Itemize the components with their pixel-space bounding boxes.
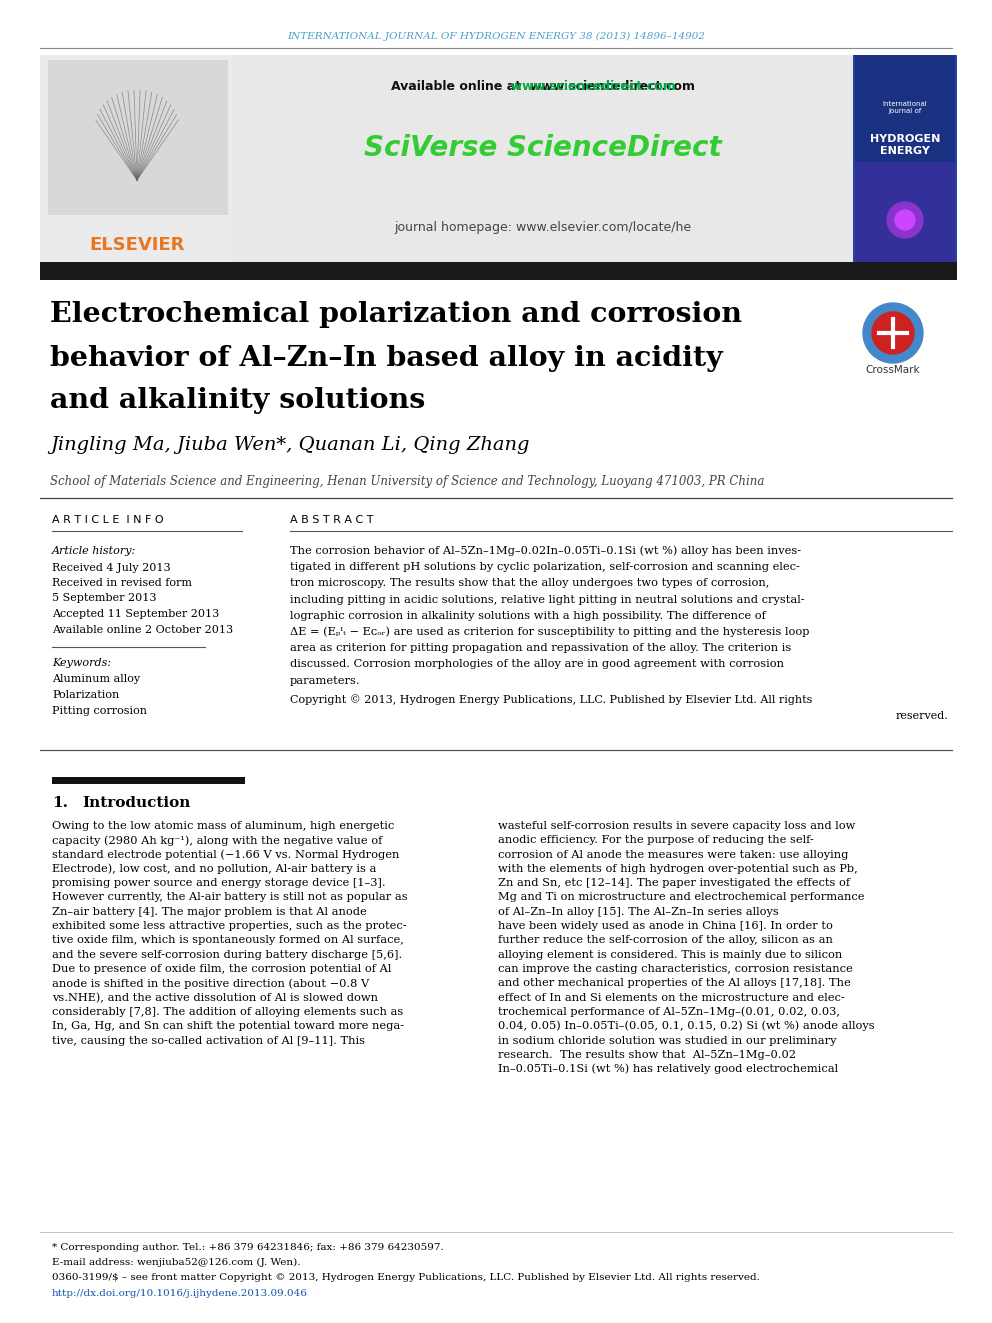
Bar: [855, 56, 955, 262]
Text: journal homepage: www.elsevier.com/locate/he: journal homepage: www.elsevier.com/locat…: [395, 221, 691, 234]
Text: and the severe self-corrosion during battery discharge [5,6].: and the severe self-corrosion during bat…: [52, 950, 402, 959]
Text: considerably [7,8]. The addition of alloying elements such as: considerably [7,8]. The addition of allo…: [52, 1007, 404, 1017]
Bar: [40, 262, 957, 280]
Text: parameters.: parameters.: [290, 676, 361, 685]
Text: In, Ga, Hg, and Sn can shift the potential toward more nega-: In, Ga, Hg, and Sn can shift the potenti…: [52, 1021, 404, 1031]
Text: in sodium chloride solution was studied in our preliminary: in sodium chloride solution was studied …: [498, 1036, 836, 1045]
Text: effect of In and Si elements on the microstructure and elec-: effect of In and Si elements on the micr…: [498, 992, 845, 1003]
Text: SciVerse ScienceDirect: SciVerse ScienceDirect: [364, 134, 722, 161]
Text: http://dx.doi.org/10.1016/j.ijhydene.2013.09.046: http://dx.doi.org/10.1016/j.ijhydene.201…: [52, 1289, 308, 1298]
Text: have been widely used as anode in China [16]. In order to: have been widely used as anode in China …: [498, 921, 833, 931]
Text: E-mail address: wenjiuba52@126.com (J. Wen).: E-mail address: wenjiuba52@126.com (J. W…: [52, 1257, 301, 1266]
Text: Introduction: Introduction: [82, 796, 190, 810]
Bar: [853, 56, 957, 262]
Text: Electrochemical polarization and corrosion: Electrochemical polarization and corrosi…: [50, 302, 742, 328]
Text: and alkalinity solutions: and alkalinity solutions: [50, 386, 426, 414]
Text: Pitting corrosion: Pitting corrosion: [52, 706, 147, 716]
Text: Polarization: Polarization: [52, 691, 119, 700]
Text: anodic efficiency. For the purpose of reducing the self-: anodic efficiency. For the purpose of re…: [498, 835, 813, 845]
Text: Available online 2 October 2013: Available online 2 October 2013: [52, 624, 233, 635]
Text: of Al–Zn–In alloy [15]. The Al–Zn–In series alloys: of Al–Zn–In alloy [15]. The Al–Zn–In ser…: [498, 906, 779, 917]
Text: wasteful self-corrosion results in severe capacity loss and low: wasteful self-corrosion results in sever…: [498, 822, 855, 831]
Text: 5 September 2013: 5 September 2013: [52, 593, 157, 603]
Circle shape: [872, 312, 914, 355]
Text: Available online at  www.sciencedirect.com: Available online at www.sciencedirect.co…: [391, 79, 695, 93]
Text: Electrode), low cost, and no pollution, Al-air battery is a: Electrode), low cost, and no pollution, …: [52, 864, 376, 875]
Text: * Corresponding author. Tel.: +86 379 64231846; fax: +86 379 64230597.: * Corresponding author. Tel.: +86 379 64…: [52, 1242, 443, 1252]
Text: can improve the casting characteristics, corrosion resistance: can improve the casting characteristics,…: [498, 964, 853, 974]
Text: reserved.: reserved.: [895, 710, 948, 721]
Text: capacity (2980 Ah kg⁻¹), along with the negative value of: capacity (2980 Ah kg⁻¹), along with the …: [52, 835, 382, 845]
Text: including pitting in acidic solutions, relative light pitting in neutral solutio: including pitting in acidic solutions, r…: [290, 594, 805, 605]
Text: vs.NHE), and the active dissolution of Al is slowed down: vs.NHE), and the active dissolution of A…: [52, 992, 378, 1003]
Text: However currently, the Al-air battery is still not as popular as: However currently, the Al-air battery is…: [52, 893, 408, 902]
Text: Article history:: Article history:: [52, 546, 136, 556]
Text: Jingling Ma, Jiuba Wen*, Quanan Li, Qing Zhang: Jingling Ma, Jiuba Wen*, Quanan Li, Qing…: [50, 437, 530, 454]
Bar: [233, 56, 853, 262]
Text: Owing to the low atomic mass of aluminum, high energetic: Owing to the low atomic mass of aluminum…: [52, 822, 394, 831]
Text: INTERNATIONAL JOURNAL OF HYDROGEN ENERGY 38 (2013) 14896–14902: INTERNATIONAL JOURNAL OF HYDROGEN ENERGY…: [287, 32, 705, 41]
Text: Mg and Ti on microstructure and electrochemical performance: Mg and Ti on microstructure and electroc…: [498, 893, 864, 902]
Text: Copyright © 2013, Hydrogen Energy Publications, LLC. Published by Elsevier Ltd. : Copyright © 2013, Hydrogen Energy Public…: [290, 695, 812, 705]
Text: tron microscopy. The results show that the alloy undergoes two types of corrosio: tron microscopy. The results show that t…: [290, 578, 770, 589]
Bar: [855, 161, 955, 262]
Text: alloying element is considered. This is mainly due to silicon: alloying element is considered. This is …: [498, 950, 842, 959]
Text: CrossMark: CrossMark: [866, 365, 921, 374]
Text: International
Journal of: International Journal of: [883, 102, 928, 115]
Text: tigated in different pH solutions by cyclic polarization, self-corrosion and sca: tigated in different pH solutions by cyc…: [290, 562, 800, 573]
Text: A B S T R A C T: A B S T R A C T: [290, 515, 374, 525]
Text: Received 4 July 2013: Received 4 July 2013: [52, 564, 171, 573]
Text: with the elements of high hydrogen over-potential such as Pb,: with the elements of high hydrogen over-…: [498, 864, 858, 875]
Text: research.  The results show that  Al–5Zn–1Mg–0.02: research. The results show that Al–5Zn–1…: [498, 1049, 796, 1060]
Bar: [40, 56, 233, 262]
Text: ELSEVIER: ELSEVIER: [89, 235, 185, 254]
Text: trochemical performance of Al–5Zn–1Mg–(0.01, 0.02, 0.03,: trochemical performance of Al–5Zn–1Mg–(0…: [498, 1007, 840, 1017]
Bar: [52, 777, 245, 785]
Bar: [48, 60, 228, 216]
Text: School of Materials Science and Engineering, Henan University of Science and Tec: School of Materials Science and Engineer…: [50, 475, 765, 488]
Text: discussed. Corrosion morphologies of the alloy are in good agreement with corros: discussed. Corrosion morphologies of the…: [290, 659, 784, 669]
Text: Due to presence of oxide film, the corrosion potential of Al: Due to presence of oxide film, the corro…: [52, 964, 392, 974]
Text: Received in revised form: Received in revised form: [52, 578, 192, 587]
Text: Keywords:: Keywords:: [52, 658, 111, 668]
Text: Zn and Sn, etc [12–14]. The paper investigated the effects of: Zn and Sn, etc [12–14]. The paper invest…: [498, 878, 850, 888]
Text: further reduce the self-corrosion of the alloy, silicon as an: further reduce the self-corrosion of the…: [498, 935, 833, 946]
Text: anode is shifted in the positive direction (about −0.8 V: anode is shifted in the positive directi…: [52, 978, 369, 988]
Text: tive, causing the so-called activation of Al [9–11]. This: tive, causing the so-called activation o…: [52, 1036, 365, 1045]
Circle shape: [887, 202, 923, 238]
Text: 0360-3199/$ – see front matter Copyright © 2013, Hydrogen Energy Publications, L: 0360-3199/$ – see front matter Copyright…: [52, 1273, 760, 1282]
Text: HYDROGEN
ENERGY: HYDROGEN ENERGY: [870, 134, 940, 156]
Text: area as criterion for pitting propagation and repassivation of the alloy. The cr: area as criterion for pitting propagatio…: [290, 643, 792, 654]
Text: and other mechanical properties of the Al alloys [17,18]. The: and other mechanical properties of the A…: [498, 978, 851, 988]
Text: tive oxide film, which is spontaneously formed on Al surface,: tive oxide film, which is spontaneously …: [52, 935, 404, 946]
Circle shape: [863, 303, 923, 363]
Text: www.sciencedirect.com: www.sciencedirect.com: [410, 79, 676, 93]
Text: lographic corrosion in alkalinity solutions with a high possibility. The differe: lographic corrosion in alkalinity soluti…: [290, 611, 766, 620]
Text: In–0.05Ti–0.1Si (wt %) has relatively good electrochemical: In–0.05Ti–0.1Si (wt %) has relatively go…: [498, 1064, 838, 1074]
Text: ΔE = (Eₚᴵₜ − Eᴄₒᵣ) are used as criterion for susceptibility to pitting and the h: ΔE = (Eₚᴵₜ − Eᴄₒᵣ) are used as criterion…: [290, 627, 809, 638]
Text: Zn–air battery [4]. The major problem is that Al anode: Zn–air battery [4]. The major problem is…: [52, 906, 367, 917]
Text: behavior of Al–Zn–In based alloy in acidity: behavior of Al–Zn–In based alloy in acid…: [50, 344, 723, 372]
Text: Aluminum alloy: Aluminum alloy: [52, 673, 140, 684]
Text: standard electrode potential (−1.66 V vs. Normal Hydrogen: standard electrode potential (−1.66 V vs…: [52, 849, 400, 860]
Circle shape: [895, 210, 915, 230]
Text: 0.04, 0.05) In–0.05Ti–(0.05, 0.1, 0.15, 0.2) Si (wt %) anode alloys: 0.04, 0.05) In–0.05Ti–(0.05, 0.1, 0.15, …: [498, 1021, 875, 1032]
Text: A R T I C L E  I N F O: A R T I C L E I N F O: [52, 515, 164, 525]
Text: 1.: 1.: [52, 796, 68, 810]
Text: The corrosion behavior of Al–5Zn–1Mg–0.02In–0.05Ti–0.1Si (wt %) alloy has been i: The corrosion behavior of Al–5Zn–1Mg–0.0…: [290, 545, 802, 556]
Text: exhibited some less attractive properties, such as the protec-: exhibited some less attractive propertie…: [52, 921, 407, 931]
Text: corrosion of Al anode the measures were taken: use alloying: corrosion of Al anode the measures were …: [498, 849, 848, 860]
Text: promising power source and energy storage device [1–3].: promising power source and energy storag…: [52, 878, 386, 888]
Text: Accepted 11 September 2013: Accepted 11 September 2013: [52, 609, 219, 619]
